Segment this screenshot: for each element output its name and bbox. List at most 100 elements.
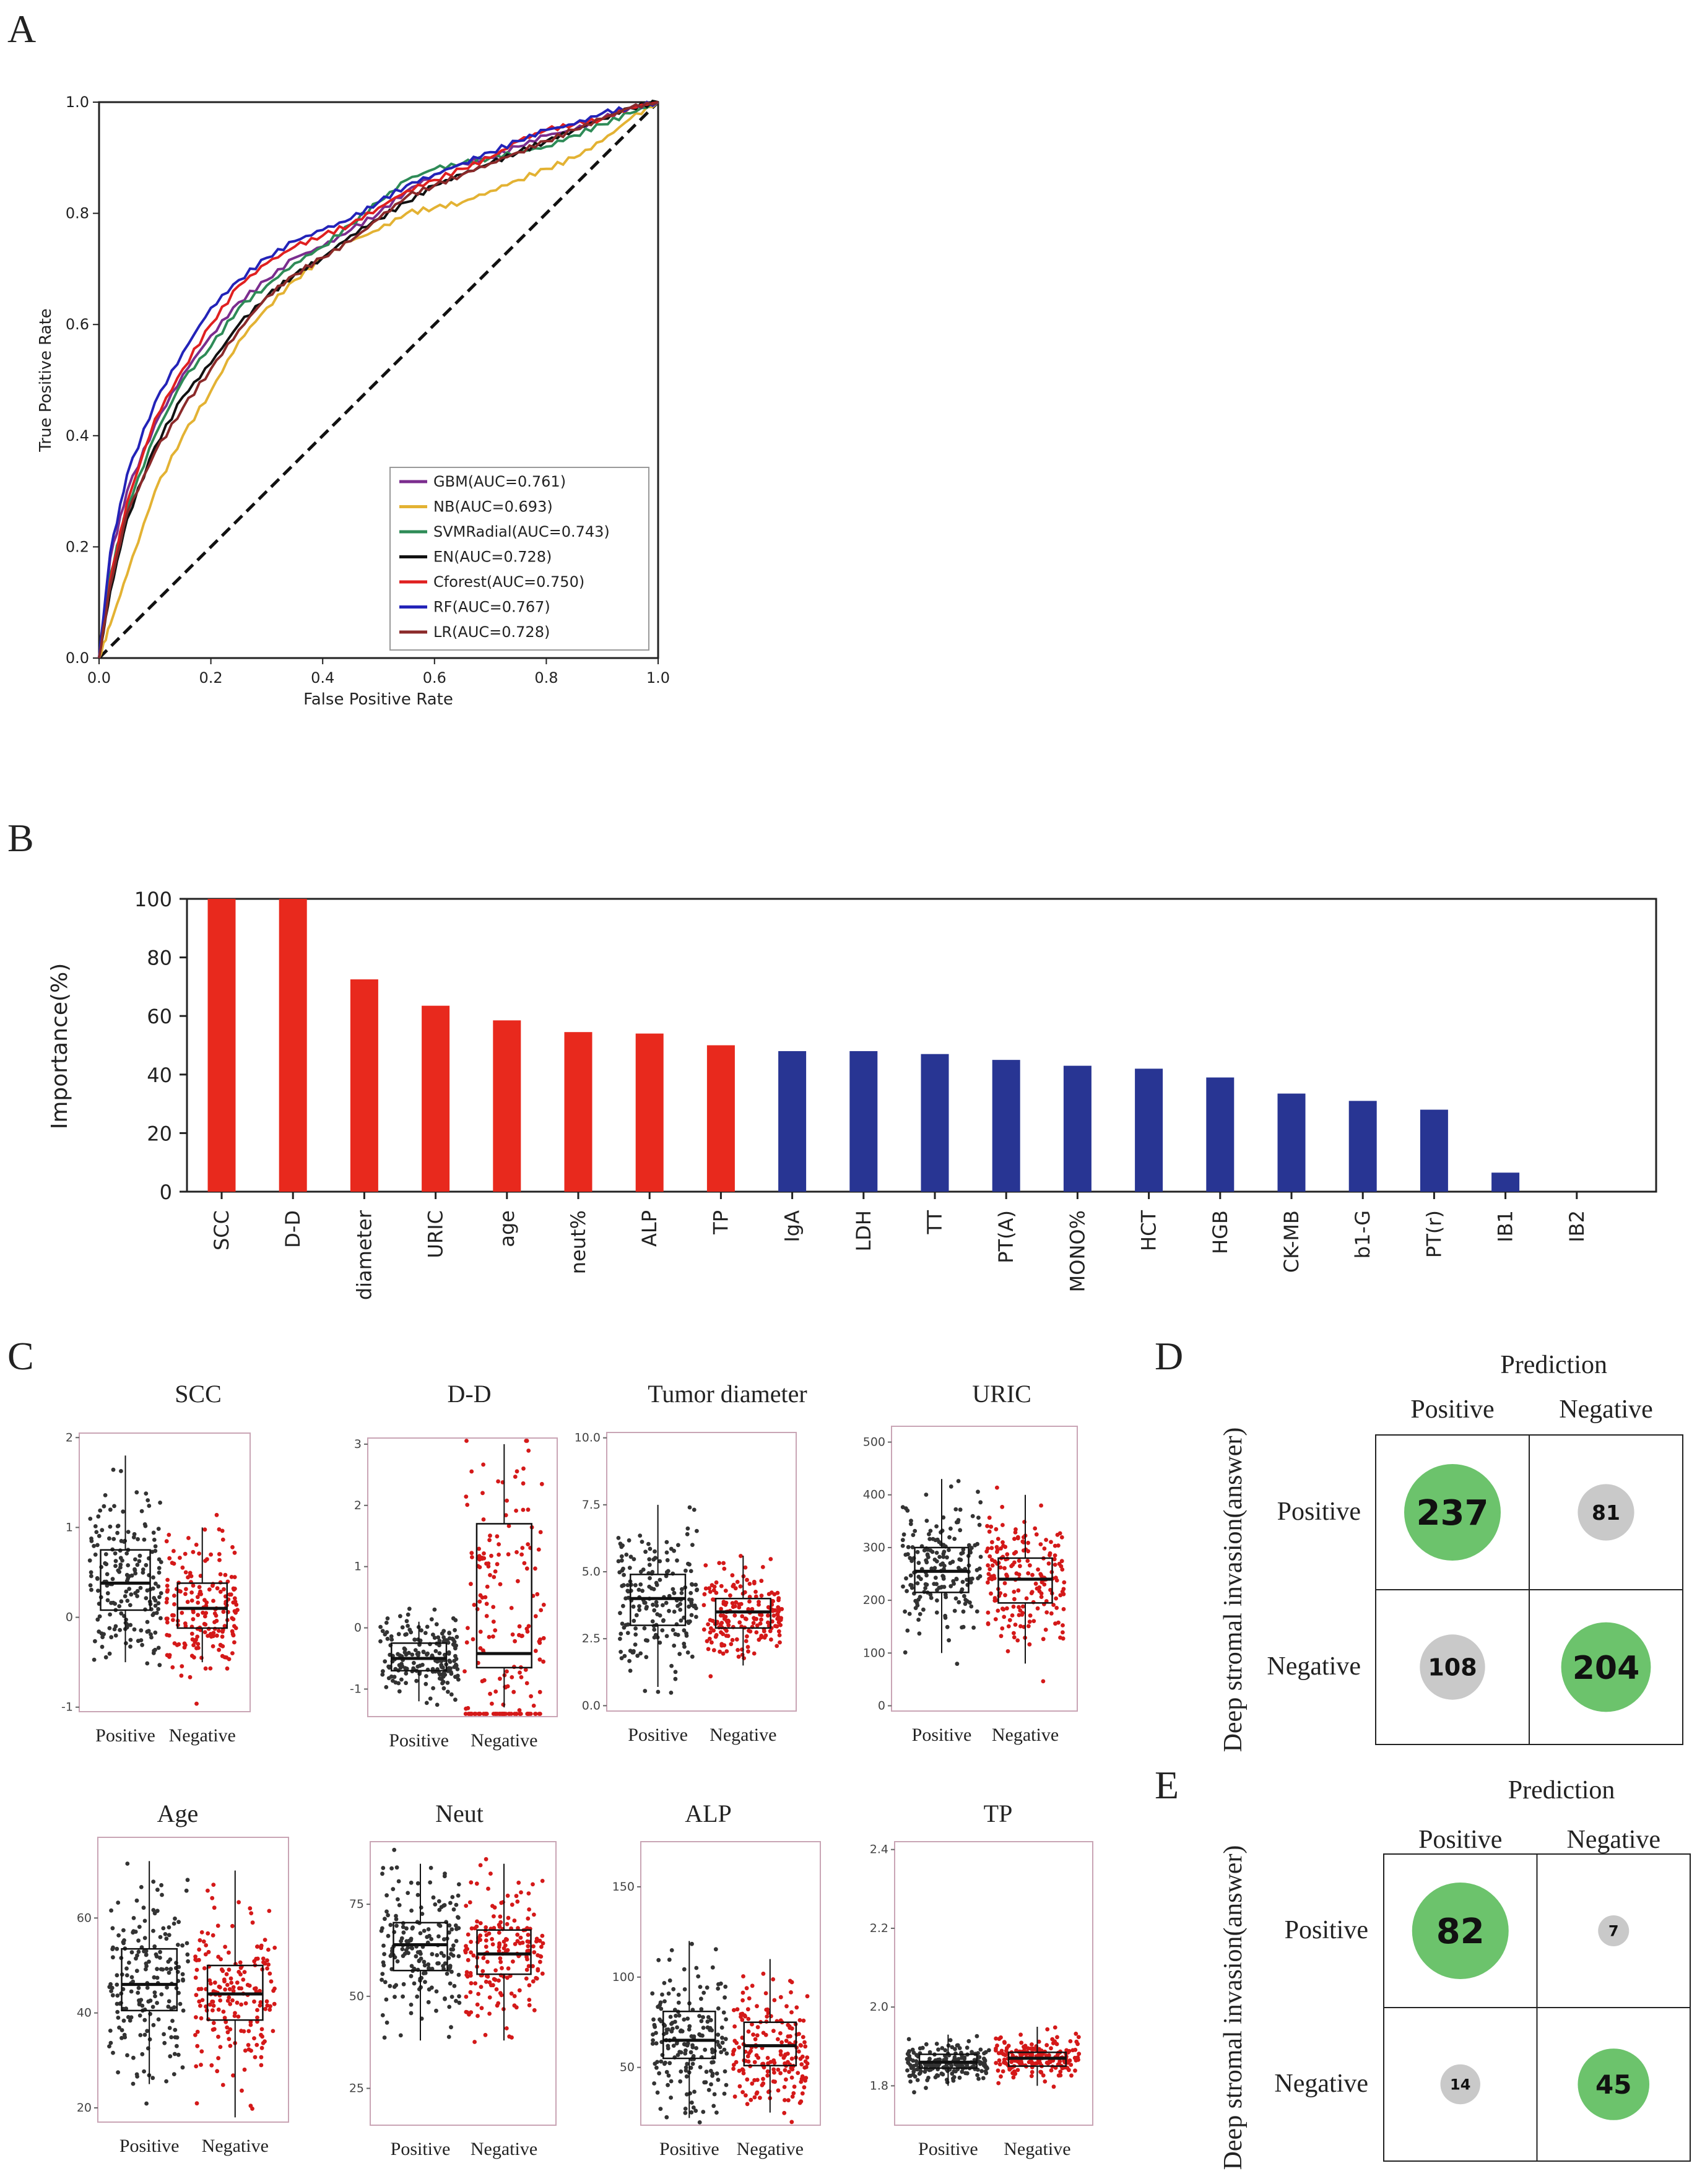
roc-legend-label-en: EN(AUC=0.728) — [433, 548, 552, 566]
data-point — [788, 2024, 792, 2029]
data-point — [658, 1613, 662, 1618]
roc-x-axis-label: False Positive Rate — [303, 690, 453, 709]
roc-legend-box — [389, 467, 649, 651]
data-point — [662, 1999, 667, 2004]
data-point — [540, 1971, 545, 1976]
data-point — [224, 1972, 229, 1977]
data-point — [695, 1587, 700, 1592]
data-point — [487, 1995, 492, 2000]
data-point — [679, 1618, 684, 1623]
data-point — [131, 2081, 136, 2086]
data-point — [796, 2071, 801, 2076]
data-point — [957, 2046, 962, 2050]
data-point — [1014, 1571, 1019, 1576]
data-point — [428, 1880, 433, 1885]
data-point — [752, 2060, 757, 2065]
data-point — [745, 2102, 750, 2107]
data-point — [723, 1603, 728, 1607]
data-point — [1009, 2066, 1013, 2071]
boxplot-box — [100, 1549, 151, 1611]
data-point — [708, 2068, 713, 2073]
data-point — [157, 1595, 162, 1600]
data-point — [692, 2089, 697, 2094]
data-point — [175, 1643, 180, 1647]
data-point — [655, 2060, 659, 2065]
data-point — [943, 2048, 948, 2053]
data-point — [724, 2051, 729, 2056]
data-point — [497, 1949, 501, 1954]
data-point — [442, 1903, 447, 1907]
data-point — [418, 1931, 423, 1936]
data-point — [231, 2073, 235, 2078]
boxplot-y-tick-label: 3 — [354, 1437, 362, 1451]
data-point — [100, 1528, 105, 1533]
data-point — [722, 2047, 727, 2052]
data-point — [541, 1659, 545, 1664]
data-point — [185, 1878, 190, 1883]
data-point — [982, 2061, 986, 2066]
boxplot-y-tick-label: 0 — [878, 1699, 885, 1712]
data-point — [669, 2029, 674, 2034]
data-point — [906, 1552, 910, 1557]
data-point — [92, 1657, 97, 1662]
data-point — [469, 1950, 473, 1955]
data-point — [166, 1959, 171, 1964]
data-point — [1052, 1557, 1057, 1562]
data-point — [511, 1959, 515, 1964]
data-point — [505, 1922, 510, 1926]
data-point — [908, 1556, 913, 1561]
data-point — [689, 1598, 694, 1602]
data-point — [139, 1885, 144, 1889]
data-point — [165, 1597, 170, 1601]
matrix-cell-circle — [1404, 1464, 1501, 1561]
data-point — [436, 1934, 441, 1939]
data-point — [523, 1668, 528, 1672]
data-point — [431, 1895, 436, 1900]
boxplot-x-label: Positive — [912, 1725, 972, 1745]
boxplot-x-label: Negative — [992, 1725, 1059, 1745]
data-point — [410, 1652, 415, 1657]
data-point — [94, 1530, 99, 1535]
importance-y-tick-label: 40 — [147, 1064, 172, 1087]
roc-legend-label-lr: LR(AUC=0.728) — [433, 623, 550, 641]
data-point — [1052, 2039, 1057, 2044]
data-point — [620, 1558, 624, 1563]
data-point — [684, 2068, 688, 2073]
data-point — [694, 2046, 698, 2050]
data-point — [789, 1990, 793, 1995]
data-point — [182, 1645, 187, 1650]
data-point — [1027, 1642, 1032, 1647]
data-point — [443, 1672, 448, 1677]
data-point — [738, 1584, 743, 1589]
data-point — [401, 1994, 405, 1999]
data-point — [692, 2034, 697, 2039]
data-point — [137, 1998, 141, 2003]
data-point — [625, 1583, 630, 1588]
data-point — [166, 2004, 171, 2009]
boxplot-y-tick-label: 50 — [620, 2061, 635, 2074]
data-point — [194, 2064, 199, 2069]
data-point — [797, 2100, 802, 2105]
data-point — [451, 1947, 456, 1952]
data-point — [1019, 2040, 1024, 2045]
data-point — [394, 1865, 399, 1870]
data-point — [105, 1572, 110, 1577]
data-point — [196, 1600, 201, 1605]
data-point — [908, 1522, 913, 1527]
data-point — [165, 1588, 170, 1593]
data-point — [658, 1559, 662, 1564]
data-point — [664, 1550, 669, 1555]
data-point — [702, 2080, 707, 2085]
data-point — [141, 1905, 146, 1910]
data-point — [521, 1507, 526, 1512]
data-point — [129, 1950, 134, 1955]
importance-bar — [422, 1005, 450, 1192]
data-point — [953, 1507, 958, 1512]
data-point — [514, 1469, 519, 1474]
data-point — [960, 1625, 964, 1630]
data-point — [252, 2036, 256, 2041]
data-point — [513, 1639, 517, 1644]
data-point — [232, 1596, 237, 1601]
data-point — [747, 1996, 752, 2001]
